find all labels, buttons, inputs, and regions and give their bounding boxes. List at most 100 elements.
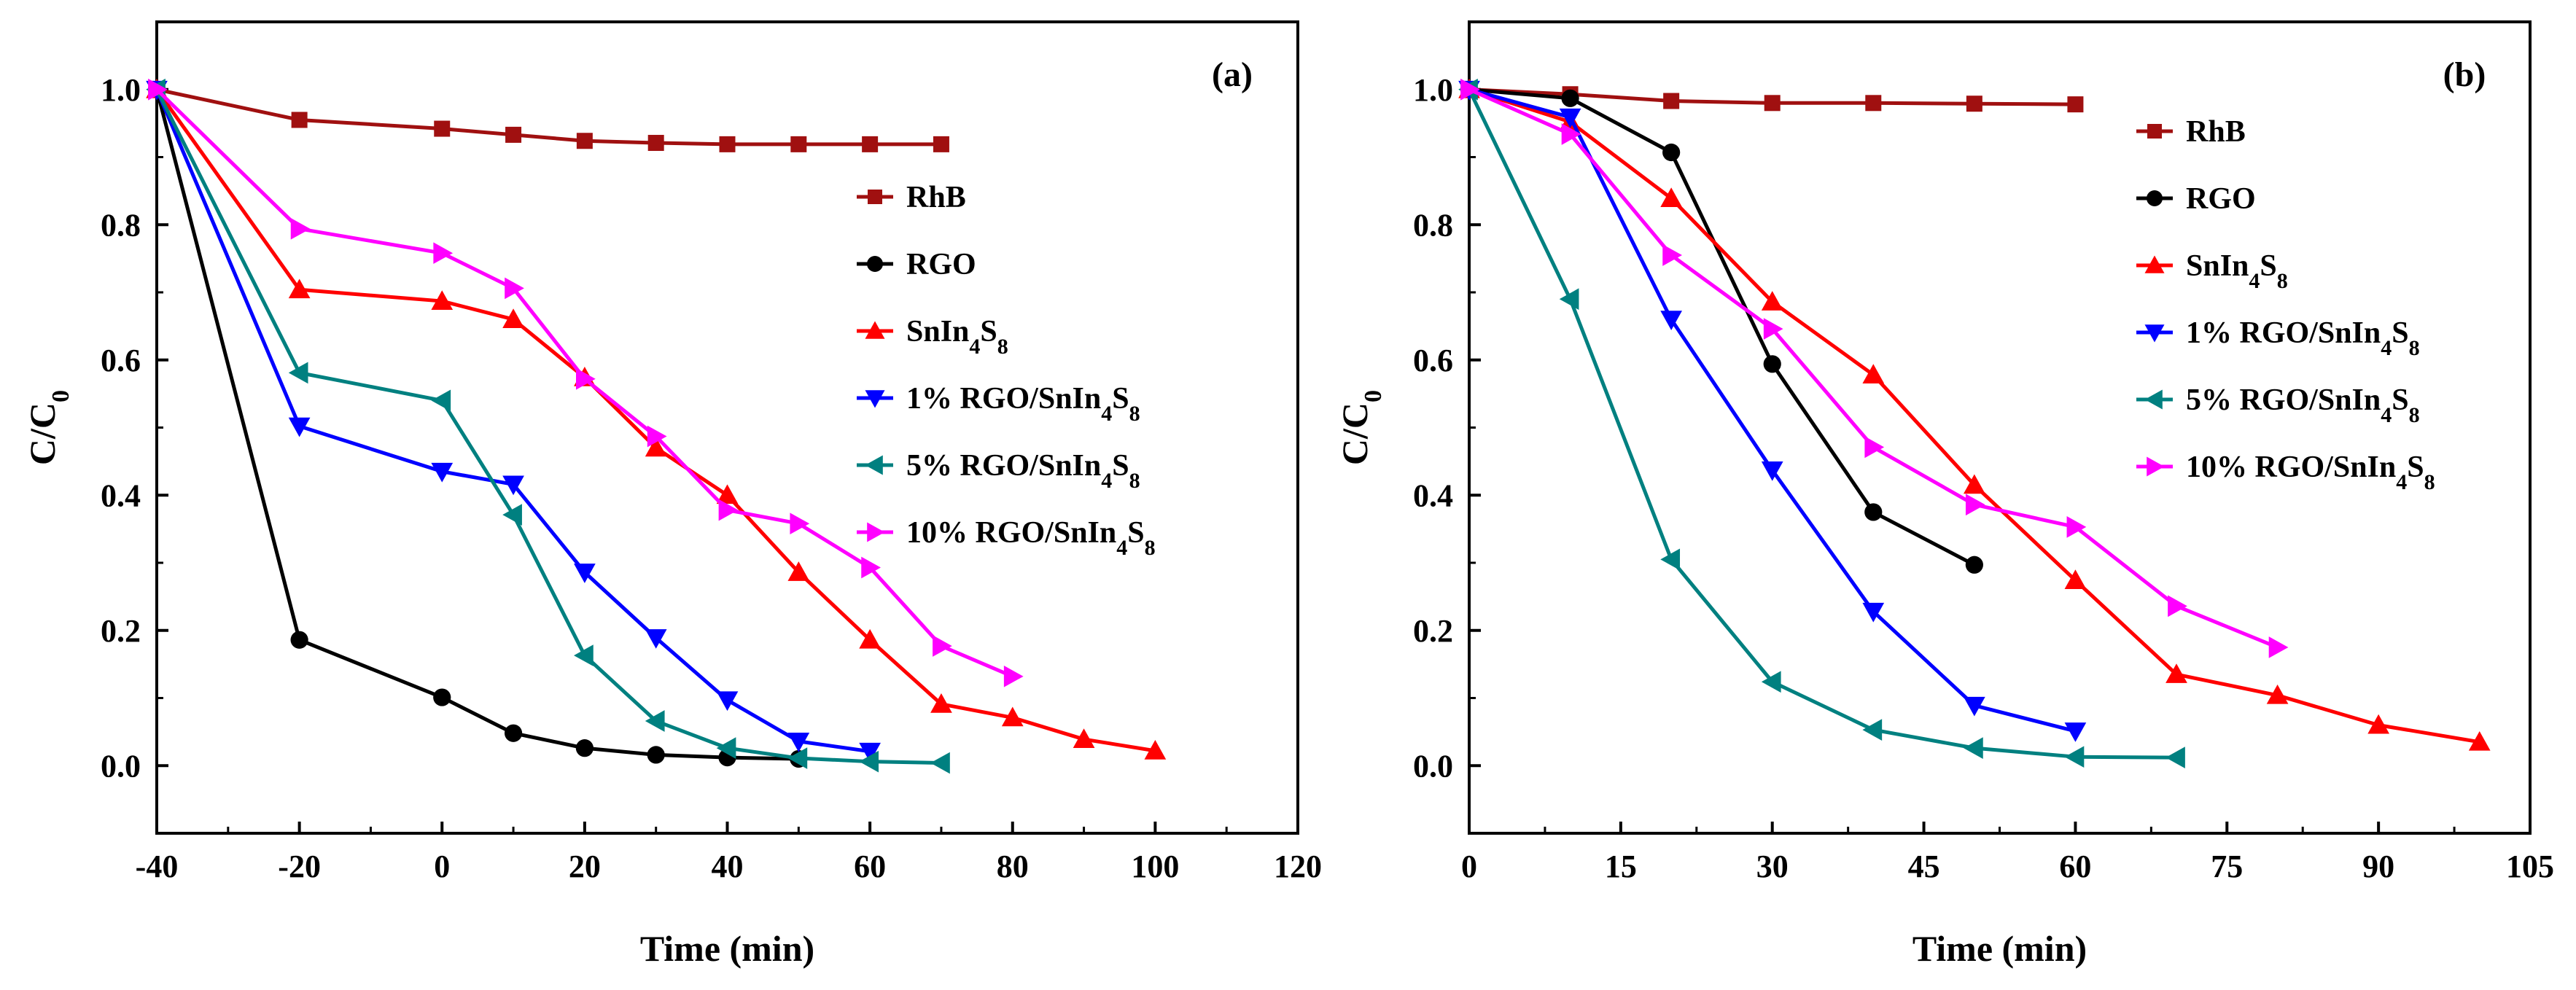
- data-point: [1460, 78, 1480, 101]
- legend-marker: [865, 321, 885, 339]
- legend-label: 1% RGO/SnIn4S8: [906, 382, 1140, 426]
- data-point: [718, 499, 739, 521]
- y-axis-title: C/C0: [22, 390, 74, 465]
- legend-entry: 5% RGO/SnIn4S8: [2136, 383, 2420, 427]
- y-tick-label: 0.2: [1413, 613, 1453, 649]
- panel-label: (b): [2443, 55, 2486, 94]
- series-4: [1458, 78, 2185, 768]
- series-line: [155, 89, 799, 761]
- data-point: [790, 512, 810, 535]
- data-point: [291, 112, 308, 128]
- data-point: [859, 742, 881, 763]
- series-1: [147, 80, 808, 768]
- legend-entry: SnIn4S8: [2136, 249, 2288, 293]
- data-point: [716, 484, 739, 504]
- y-tick-label: 0.8: [1413, 207, 1453, 243]
- x-axis-title: Time (min): [640, 928, 814, 969]
- data-point: [930, 752, 950, 774]
- data-point: [1662, 143, 1681, 162]
- data-point: [1561, 123, 1581, 145]
- x-tick-label: 45: [1908, 849, 1940, 884]
- series-line: [155, 88, 941, 765]
- data-point: [433, 242, 454, 265]
- legend-entry: RhB: [857, 181, 966, 214]
- data-point: [2268, 636, 2289, 658]
- x-tick-label: 15: [1605, 849, 1637, 884]
- data-point: [576, 133, 593, 149]
- data-point: [1001, 706, 1024, 727]
- legend-entry: 5% RGO/SnIn4S8: [857, 449, 1140, 493]
- data-point: [505, 277, 524, 300]
- y-tick-label: 0.6: [1413, 343, 1453, 378]
- data-point: [1559, 108, 1581, 128]
- data-point: [290, 217, 311, 240]
- data-point: [645, 710, 665, 732]
- data-point: [719, 136, 736, 152]
- legend-entry: 10% RGO/SnIn4S8: [857, 516, 1156, 560]
- y-tick-label: 0.6: [101, 343, 141, 378]
- y-axis-title: C/C0: [1334, 390, 1387, 465]
- legend-label: 5% RGO/SnIn4S8: [906, 449, 1140, 493]
- data-point: [1864, 436, 1885, 459]
- x-axis-title: Time (min): [1912, 928, 2087, 969]
- data-point: [502, 504, 522, 526]
- series-line: [1468, 87, 2077, 733]
- panel-label: (a): [1212, 55, 1253, 94]
- data-point: [862, 136, 879, 152]
- data-point: [288, 362, 308, 384]
- legend-marker: [2144, 255, 2165, 273]
- series-3: [146, 80, 881, 763]
- data-point: [1966, 96, 1982, 112]
- x-tick-label: 60: [2059, 849, 2091, 884]
- legend-label: RGO: [2186, 182, 2256, 216]
- series-1: [1460, 80, 1983, 574]
- data-point: [431, 389, 451, 412]
- legend-entry: 1% RGO/SnIn4S8: [2136, 316, 2420, 360]
- data-point: [1964, 737, 1983, 759]
- y-tick-label: 0.0: [1413, 748, 1453, 784]
- legend-label: 10% RGO/SnIn4S8: [906, 516, 1156, 560]
- data-point: [502, 308, 524, 328]
- data-point: [1864, 503, 1883, 521]
- data-point: [933, 635, 952, 657]
- legend-entry: 10% RGO/SnIn4S8: [2136, 451, 2435, 494]
- data-point: [1965, 556, 1983, 574]
- series-line: [155, 88, 871, 754]
- data-point: [1144, 739, 1167, 760]
- data-point: [2064, 746, 2085, 768]
- legend-marker: [2147, 190, 2163, 206]
- y-tick-label: 0.8: [101, 207, 141, 243]
- data-point: [1559, 288, 1579, 311]
- data-point: [575, 367, 596, 390]
- chart-panel-a: -40 -20 0 20 40 60 80 100 120 0.0 0.2 0.4 0.6 0.8 1.0 T…: [22, 20, 1322, 969]
- data-point: [930, 693, 952, 713]
- data-point: [716, 737, 736, 759]
- data-point: [288, 417, 311, 437]
- data-point: [647, 425, 667, 448]
- x-tick-label: 100: [1131, 849, 1179, 884]
- y-tick-label: 0.2: [101, 613, 141, 649]
- data-point: [1660, 311, 1682, 330]
- data-point: [645, 629, 667, 649]
- legend-label: 5% RGO/SnIn4S8: [2186, 383, 2420, 427]
- data-point: [1073, 728, 1095, 748]
- data-point: [645, 437, 667, 457]
- data-point: [504, 724, 523, 742]
- series-5: [1460, 78, 2289, 658]
- x-tick-label: -40: [136, 849, 179, 884]
- data-point: [1003, 665, 1024, 687]
- series-4: [146, 78, 950, 774]
- y-tick-label: 1.0: [1413, 72, 1453, 108]
- data-point: [2168, 595, 2187, 617]
- data-point: [1761, 671, 1781, 693]
- data-point: [290, 631, 308, 649]
- data-point: [787, 561, 810, 581]
- legend-marker: [865, 390, 885, 408]
- x-tick-label: 30: [1756, 849, 1789, 884]
- legend-marker: [2147, 124, 2162, 139]
- data-point: [1763, 318, 1783, 340]
- series-5: [148, 78, 1024, 687]
- data-point: [790, 136, 807, 152]
- legend-entry: 1% RGO/SnIn4S8: [857, 382, 1140, 426]
